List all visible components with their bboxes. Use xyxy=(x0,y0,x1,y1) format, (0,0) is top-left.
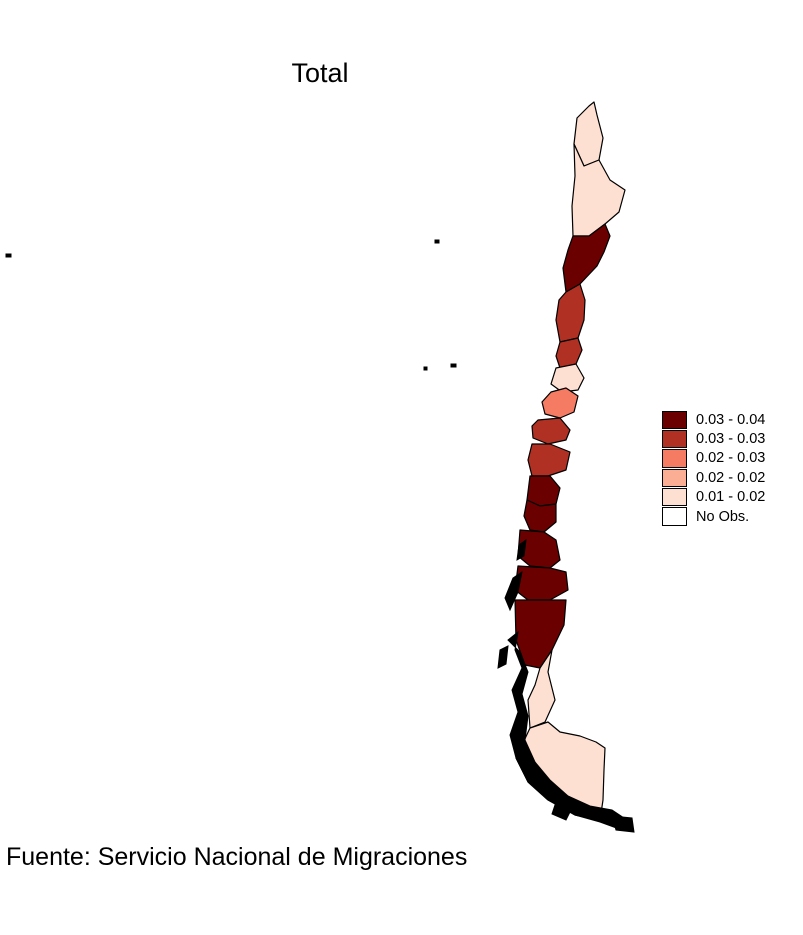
legend-item: No Obs. xyxy=(662,507,765,526)
legend-item: 0.02 - 0.03 xyxy=(662,449,765,468)
region-ohiggins xyxy=(531,417,571,445)
legend-swatch xyxy=(662,488,687,507)
legend-swatch xyxy=(662,410,687,429)
archipelago-islet xyxy=(516,538,527,561)
legend-item: 0.03 - 0.04 xyxy=(662,410,765,429)
island-markers xyxy=(5,239,457,371)
legend-label: 0.03 - 0.04 xyxy=(696,411,766,428)
region-nuble xyxy=(526,475,561,507)
legend-swatch xyxy=(662,507,687,526)
archipelago-islet xyxy=(497,645,509,669)
legend-item: 0.01 - 0.02 xyxy=(662,488,765,507)
region-tarapaca xyxy=(571,143,626,237)
region-los-rios xyxy=(514,565,569,601)
southern-archipelago xyxy=(497,538,635,833)
legend-swatch xyxy=(662,449,687,468)
region-atacama xyxy=(555,283,586,343)
archipelago-islet xyxy=(551,804,571,821)
region-biobio xyxy=(523,499,557,533)
island-marker xyxy=(434,239,440,244)
legend-swatch xyxy=(662,429,687,449)
legend-label: 0.01 - 0.02 xyxy=(696,489,766,506)
legend-label: 0.02 - 0.03 xyxy=(696,450,766,467)
legend-item: 0.03 - 0.03 xyxy=(662,429,766,449)
island-marker xyxy=(450,363,457,368)
source-caption: Fuente: Servicio Nacional de Migraciones xyxy=(6,843,468,871)
legend-label: 0.02 - 0.02 xyxy=(696,469,766,486)
region-maule xyxy=(527,443,571,477)
legend-swatch xyxy=(662,468,687,488)
region-coquimbo xyxy=(555,337,583,369)
archipelago-islet xyxy=(504,570,523,612)
region-metropolitana xyxy=(541,387,579,419)
legend-label: 0.03 - 0.03 xyxy=(696,431,766,448)
map-legend: 0.03 - 0.04 0.03 - 0.03 0.02 - 0.03 0.02 - … xyxy=(662,410,765,526)
region-aysen xyxy=(527,649,556,729)
island-marker xyxy=(5,253,12,258)
archipelago-islet xyxy=(611,815,635,833)
region-antofagasta xyxy=(562,223,611,293)
region-valparaiso xyxy=(550,363,585,393)
map-title: Total xyxy=(291,58,349,88)
legend-item: 0.02 - 0.02 xyxy=(662,468,766,488)
legend-label: No Obs. xyxy=(696,508,750,525)
island-marker xyxy=(423,366,428,371)
